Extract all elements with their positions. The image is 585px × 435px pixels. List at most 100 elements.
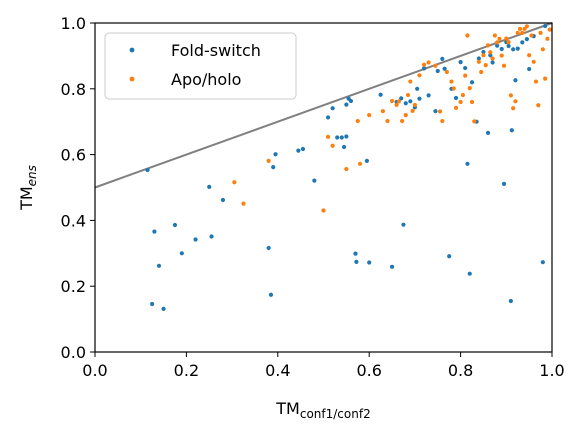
legend-label-fold-switch: Fold-switch — [171, 41, 261, 60]
apo-holo-point — [385, 118, 390, 124]
fold-switch-point — [339, 135, 344, 140]
apo-holo-point — [232, 180, 237, 185]
apo-holo-point — [543, 76, 548, 81]
fold-switch-point — [417, 96, 422, 101]
fold-switch-point — [330, 106, 335, 111]
apo-holo-point — [479, 69, 484, 75]
x-tick-label: 0.6 — [356, 361, 381, 380]
apo-holo-point — [449, 79, 454, 84]
apo-holo-point — [511, 106, 516, 111]
fold-switch-point — [152, 229, 157, 234]
fold-switch-point — [389, 264, 395, 269]
fold-switch-point — [273, 152, 278, 157]
fold-switch-point — [312, 178, 317, 183]
x-tick-label: 1.0 — [539, 361, 564, 380]
fold-switch-point — [415, 86, 420, 91]
apo-holo-point — [357, 161, 363, 166]
apo-holo-point — [538, 30, 543, 35]
fold-switch-point — [150, 301, 155, 307]
apo-holo-point — [412, 102, 417, 108]
apo-holo-point — [325, 134, 331, 139]
apo-holo-point — [527, 53, 532, 58]
apo-holo-point — [465, 33, 470, 38]
fold-switch-point — [458, 60, 463, 65]
legend-marker-apo-holo — [129, 76, 135, 82]
y-tick-label: 0.0 — [61, 343, 86, 362]
apo-holo-point — [453, 105, 459, 110]
fold-switch-point — [499, 46, 504, 52]
fold-switch-point — [540, 260, 545, 265]
x-axis-label: TMconf1/conf2 — [275, 399, 370, 421]
apo-holo-point — [458, 99, 463, 105]
y-axis-label: TMens — [17, 165, 39, 211]
legend-marker-fold-switch — [129, 47, 135, 53]
fold-switch-point — [490, 60, 495, 65]
apo-holo-point — [513, 99, 518, 104]
fold-switch-point — [179, 251, 184, 256]
apo-holo-point — [241, 201, 246, 206]
legend-box — [104, 32, 297, 100]
apo-holo-point — [529, 33, 534, 38]
apo-holo-point — [501, 63, 507, 68]
apo-holo-point — [533, 79, 539, 84]
apo-holo-point — [547, 27, 552, 32]
fold-switch-point — [193, 237, 198, 242]
apo-holo-point — [508, 93, 513, 98]
apo-holo-point — [266, 158, 271, 163]
apo-holo-point — [355, 118, 360, 124]
fold-switch-point — [435, 68, 440, 74]
fold-switch-point — [495, 43, 500, 48]
apo-holo-point — [504, 36, 509, 41]
fold-switch-point — [266, 245, 271, 251]
fold-switch-point — [485, 130, 491, 135]
plot-frame — [94, 22, 553, 353]
fold-switch-point — [325, 115, 331, 120]
fold-switch-point — [476, 56, 481, 61]
apo-holo-point — [495, 40, 500, 45]
fold-switch-point — [488, 53, 493, 58]
apo-holo-point — [410, 108, 415, 113]
fold-switch-point — [426, 93, 431, 98]
apo-holo-point — [344, 166, 349, 172]
x-axis-label-main: TM — [275, 399, 300, 418]
fold-switch-point — [463, 65, 468, 71]
fold-switch-point — [296, 148, 301, 153]
fold-switch-point — [207, 184, 212, 189]
fold-switch-point — [341, 144, 347, 150]
y-tick-label: 0.8 — [61, 80, 86, 99]
fold-switch-point — [161, 306, 166, 312]
apo-holo-point — [483, 63, 488, 68]
apo-holo-point — [451, 86, 456, 91]
apo-holo-point — [520, 30, 525, 35]
apo-holo-point — [417, 73, 422, 78]
y-tick-label: 0.4 — [61, 211, 86, 230]
fold-switch-point — [469, 80, 475, 85]
fold-switch-point — [378, 92, 383, 97]
fold-switch-point — [268, 292, 274, 297]
apo-holo-point — [506, 39, 511, 45]
apo-holo-point — [440, 118, 445, 124]
fold-switch-point — [220, 197, 226, 203]
apo-holo-point — [380, 109, 386, 114]
fold-switch-point — [403, 101, 408, 106]
fold-switch-point — [520, 40, 525, 45]
fold-switch-point — [344, 134, 349, 139]
fold-switch-point — [271, 165, 276, 170]
fold-switch-point — [515, 46, 520, 51]
fold-switch-point — [481, 49, 486, 55]
fold-switch-point — [172, 222, 178, 228]
fold-switch-point — [421, 66, 427, 71]
apo-holo-point — [421, 62, 427, 67]
y-tick-label: 0.6 — [61, 146, 86, 165]
fold-switch-point — [209, 234, 214, 239]
fold-switch-point — [364, 158, 370, 163]
apo-holo-point — [444, 69, 449, 75]
apo-holo-point — [396, 99, 402, 104]
fold-switch-point — [527, 66, 532, 72]
fold-switch-point — [513, 78, 518, 83]
x-tick-label: 0.4 — [265, 361, 290, 380]
fold-switch-point — [524, 37, 529, 42]
apo-holo-point — [467, 86, 472, 91]
fold-switch-point — [501, 181, 507, 186]
